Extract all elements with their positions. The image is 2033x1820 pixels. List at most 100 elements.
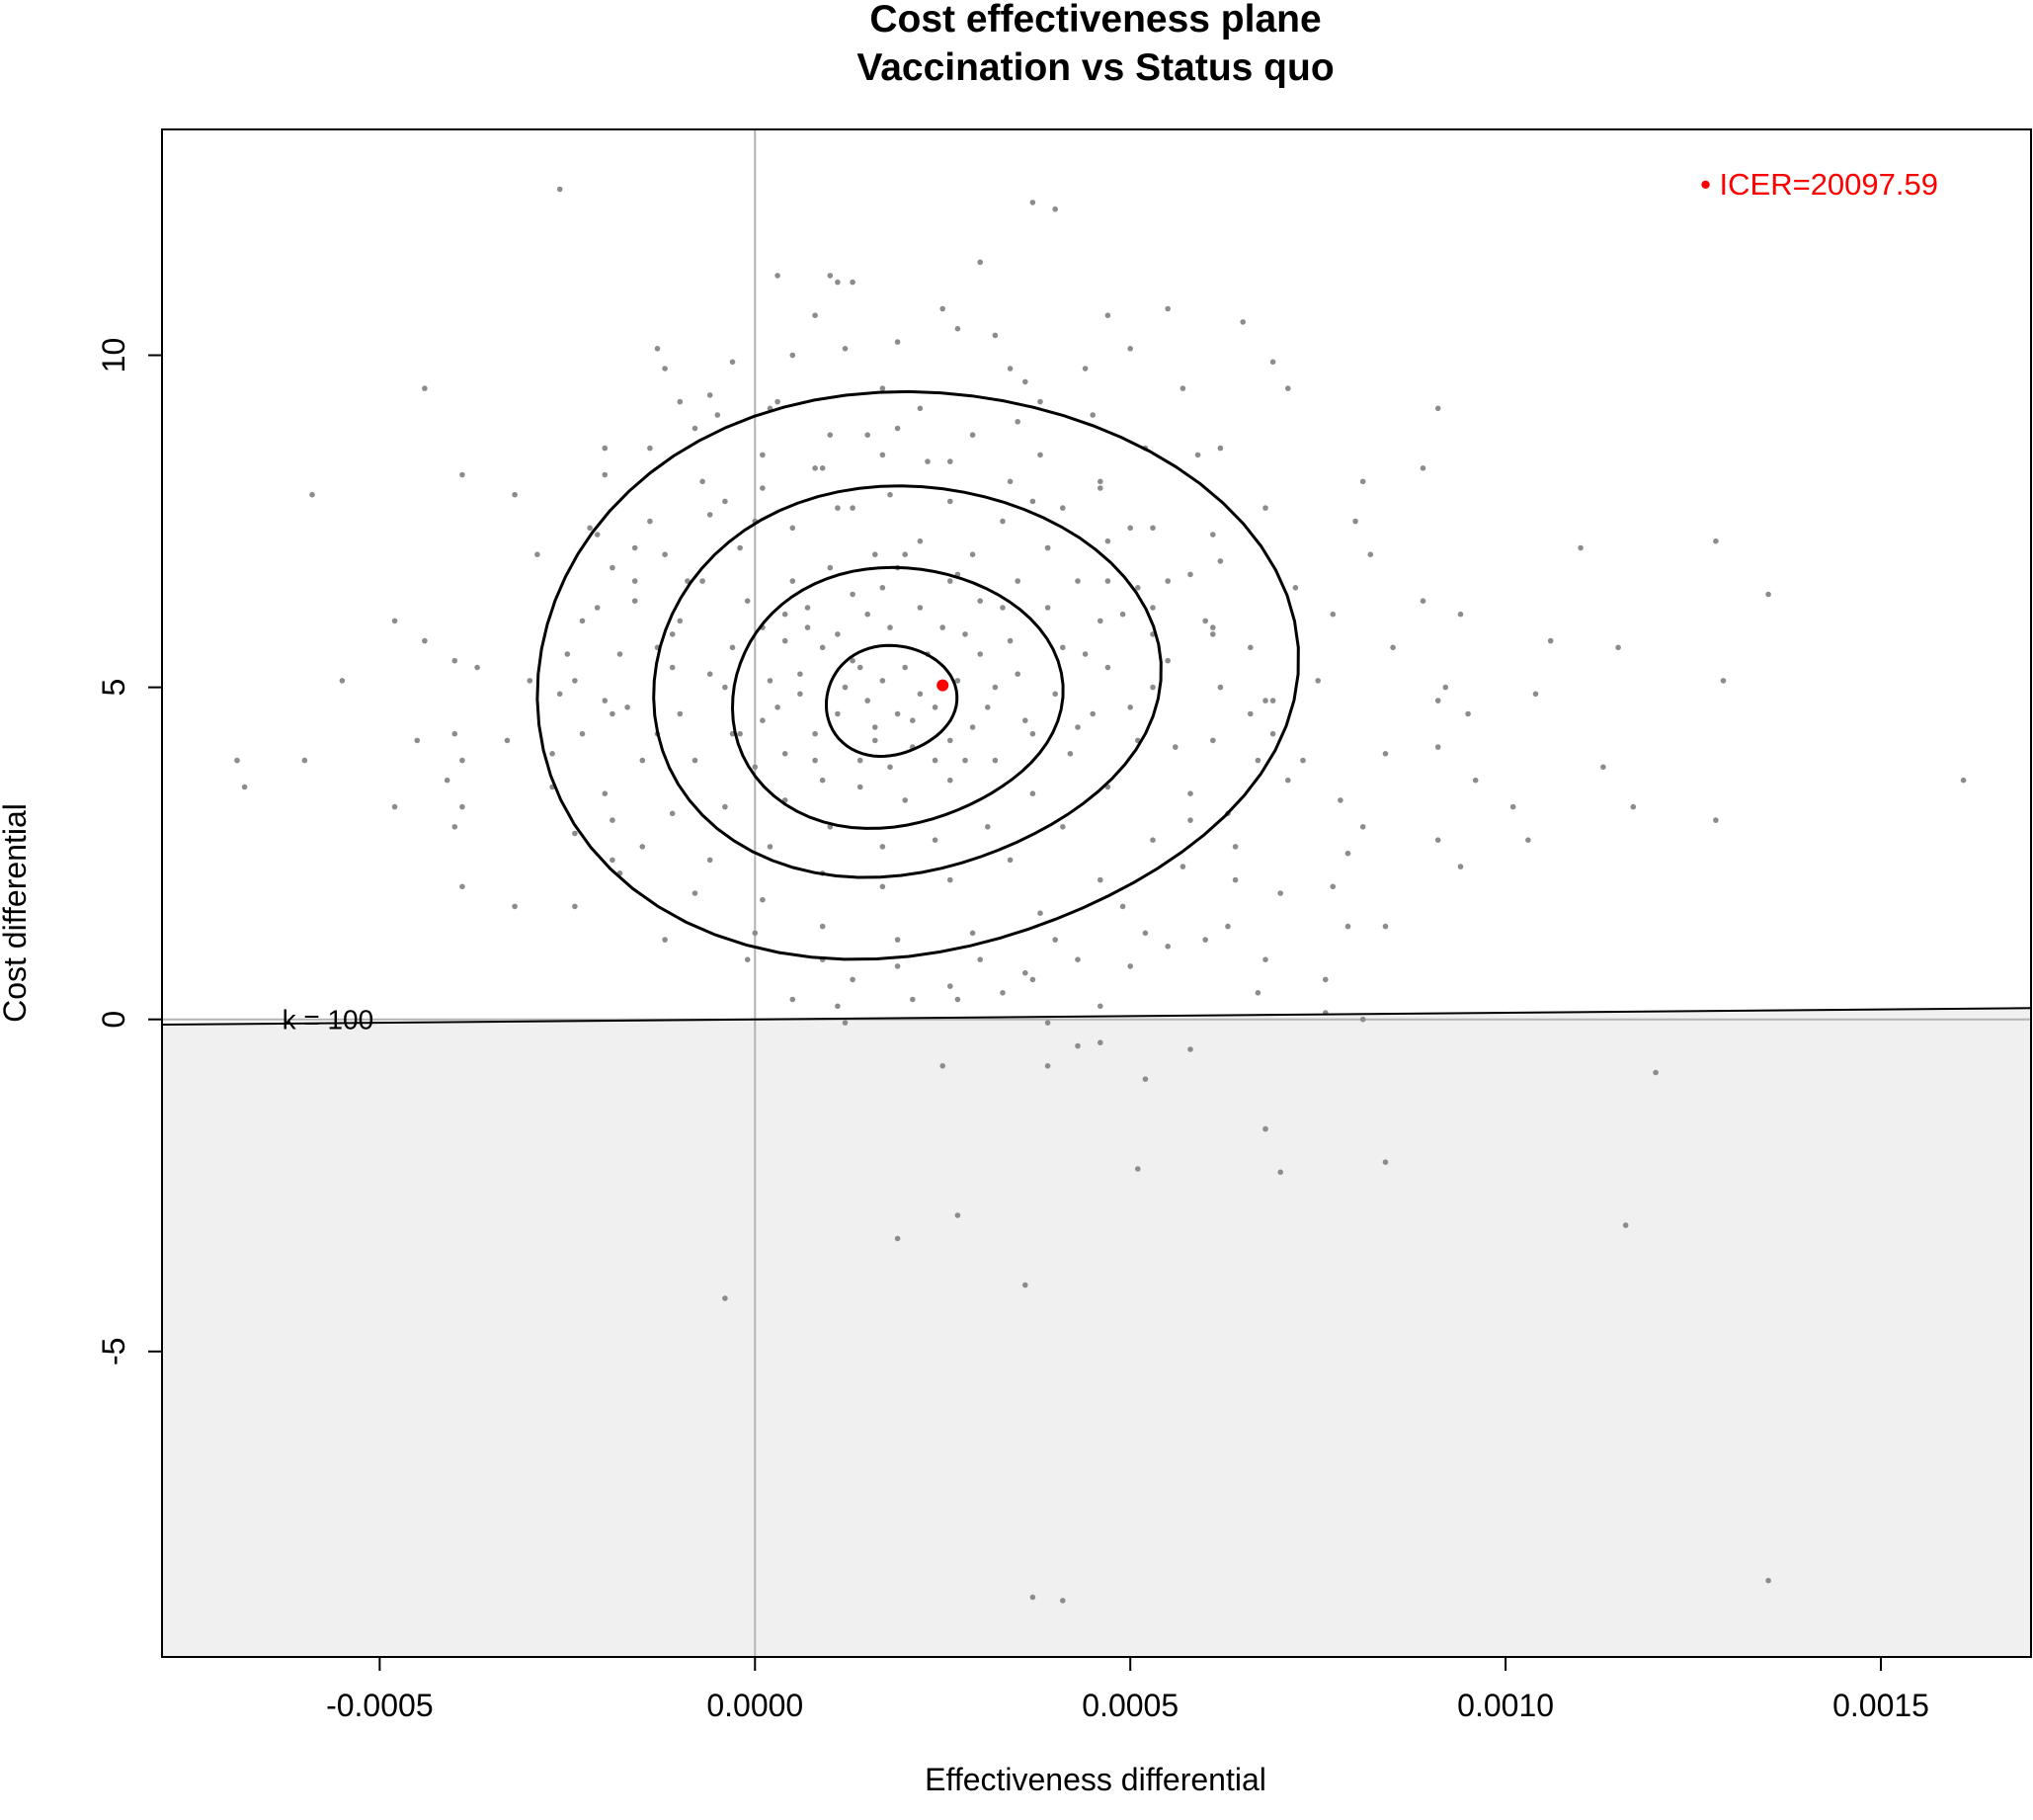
scatter-point (564, 651, 571, 657)
scatter-point (572, 678, 578, 684)
scatter-point (729, 644, 736, 651)
scatter-point (767, 844, 773, 850)
scatter-point (1382, 923, 1389, 930)
y-tick-label: -5 (96, 1338, 131, 1365)
scatter-point (932, 757, 938, 764)
scatter-point (856, 784, 863, 790)
y-tick-label: 5 (96, 679, 131, 697)
scatter-point (1037, 452, 1043, 458)
scatter-point (662, 937, 668, 943)
scatter-point (1330, 883, 1337, 890)
scatter-point (1015, 578, 1020, 584)
scatter-point (879, 844, 886, 850)
scatter-point (512, 903, 518, 910)
scatter-point (947, 458, 953, 464)
scatter-point (804, 624, 811, 630)
scatter-point (781, 611, 788, 618)
scatter-point (760, 485, 766, 491)
scatter-point (706, 512, 713, 518)
scatter-point (947, 578, 953, 584)
scatter-point (947, 498, 953, 505)
scatter-point (752, 930, 759, 937)
icer-point (936, 679, 949, 692)
scatter-point (722, 803, 728, 810)
scatter-point (1015, 671, 1020, 677)
scatter-point (1315, 678, 1321, 684)
scatter-point (744, 956, 751, 962)
scatter-point (977, 956, 983, 962)
scatter-point (1262, 956, 1268, 962)
scatter-point (1330, 611, 1337, 618)
scatter-point (797, 691, 803, 698)
scatter-point (1098, 1039, 1103, 1045)
scatter-point (797, 671, 803, 677)
scatter-point (587, 525, 593, 532)
scatter-point (864, 432, 870, 439)
scatter-point (1135, 585, 1141, 591)
scatter-point (1142, 930, 1149, 937)
scatter-point (1338, 797, 1343, 803)
scatter-point (1165, 657, 1171, 664)
density-contour (535, 389, 1300, 961)
scatter-point (1007, 637, 1014, 644)
scatter-point (512, 491, 518, 498)
scatter-point (744, 598, 751, 604)
scatter-point (856, 757, 863, 764)
scatter-point (1127, 704, 1133, 710)
scatter-point (451, 657, 458, 664)
scatter-point (1532, 691, 1539, 698)
scatter-point (1029, 730, 1036, 737)
scatter-point (789, 578, 796, 584)
scatter-point (917, 538, 924, 544)
scatter-point (610, 817, 615, 823)
scatter-point (1359, 1016, 1366, 1023)
scatter-point (1150, 525, 1156, 532)
scatter-point (1210, 532, 1216, 538)
scatter-point (556, 186, 563, 193)
chart-title: Cost effectiveness plane (869, 0, 1321, 41)
scatter-point (954, 325, 961, 332)
scatter-point (1127, 346, 1133, 352)
scatter-point (1029, 976, 1036, 983)
scatter-point (879, 452, 886, 458)
scatter-point (864, 698, 870, 703)
scatter-point (917, 691, 924, 698)
scatter-point (1525, 837, 1531, 843)
scatter-point (1142, 1076, 1149, 1082)
scatter-point (1442, 684, 1449, 691)
scatter-point (835, 279, 841, 286)
scatter-point (947, 983, 953, 989)
scatter-point (1713, 817, 1719, 823)
scatter-point (835, 505, 841, 511)
scatter-point (1127, 525, 1133, 532)
scatter-point (391, 803, 398, 810)
scatter-point (819, 465, 826, 471)
scatter-point (1390, 644, 1396, 651)
x-tick-label: 0.0010 (1457, 1688, 1554, 1723)
scatter-point (1075, 578, 1081, 584)
scatter-point (706, 392, 713, 398)
scatter-point (639, 757, 646, 764)
scatter-point (812, 312, 818, 319)
density-contour (652, 484, 1163, 879)
scatter-point (1217, 558, 1224, 564)
scatter-point (1000, 518, 1006, 525)
scatter-point (309, 491, 315, 498)
scatter-point (1225, 923, 1231, 930)
scatter-point (444, 777, 450, 784)
scatter-point (819, 644, 826, 651)
scatter-point (1323, 976, 1329, 983)
scatter-point (985, 824, 991, 830)
scatter-point (1098, 478, 1103, 485)
scatter-point (902, 797, 908, 803)
wtp-line (161, 1007, 2032, 1027)
scatter-point (1082, 651, 1089, 657)
scatter-point (835, 1003, 841, 1010)
scatter-point (1173, 744, 1179, 750)
scatter-point (1269, 730, 1276, 737)
scatter-point (1382, 1159, 1389, 1165)
scatter-point (969, 432, 976, 439)
scatter-point (669, 631, 676, 637)
scatter-point (624, 704, 630, 710)
scatter-point (691, 425, 698, 432)
